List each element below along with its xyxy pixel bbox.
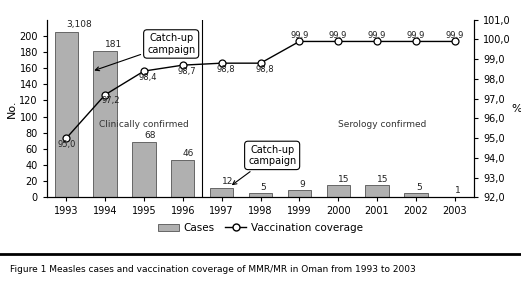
Text: 98,8: 98,8 xyxy=(255,65,274,74)
Text: 15: 15 xyxy=(377,175,389,184)
Bar xyxy=(288,190,311,197)
Text: Figure 1 Measles cases and vaccination coverage of MMR/MR in Oman from 1993 to 2: Figure 1 Measles cases and vaccination c… xyxy=(10,265,416,274)
Text: 99,9: 99,9 xyxy=(407,31,425,40)
Text: Serology confirmed: Serology confirmed xyxy=(338,120,427,129)
Bar xyxy=(249,193,272,197)
Bar xyxy=(327,185,350,197)
Text: 181: 181 xyxy=(105,40,122,49)
Text: 12: 12 xyxy=(221,177,233,186)
Text: 98,4: 98,4 xyxy=(139,73,157,82)
Y-axis label: No.: No. xyxy=(7,99,17,118)
Bar xyxy=(210,188,233,197)
Text: 99,9: 99,9 xyxy=(290,31,308,40)
Text: Catch-up
campaign: Catch-up campaign xyxy=(95,33,195,71)
Bar xyxy=(132,142,156,197)
Text: 99,9: 99,9 xyxy=(445,31,464,40)
Text: 9: 9 xyxy=(300,180,305,189)
Text: 99,9: 99,9 xyxy=(329,31,348,40)
Legend: Cases, Vaccination coverage: Cases, Vaccination coverage xyxy=(154,219,367,237)
Text: 95,0: 95,0 xyxy=(57,140,76,149)
Bar xyxy=(171,160,194,197)
Bar xyxy=(404,193,428,197)
Text: Catch-up
campaign: Catch-up campaign xyxy=(233,145,296,184)
Text: 15: 15 xyxy=(338,175,350,184)
Bar xyxy=(93,51,117,197)
Text: 98,7: 98,7 xyxy=(177,67,196,76)
Text: 68: 68 xyxy=(144,131,155,140)
Text: 5: 5 xyxy=(260,183,266,192)
Text: 5: 5 xyxy=(416,183,421,192)
Text: 3,108: 3,108 xyxy=(66,20,92,29)
Bar xyxy=(365,185,389,197)
Text: 98,8: 98,8 xyxy=(216,65,235,74)
Bar xyxy=(55,32,78,197)
Text: 46: 46 xyxy=(183,149,194,158)
Text: 1: 1 xyxy=(455,186,461,195)
Y-axis label: %: % xyxy=(511,103,521,114)
Text: Clinically confirmed: Clinically confirmed xyxy=(99,120,189,129)
Text: 97,2: 97,2 xyxy=(102,96,120,105)
Text: 99,9: 99,9 xyxy=(368,31,386,40)
